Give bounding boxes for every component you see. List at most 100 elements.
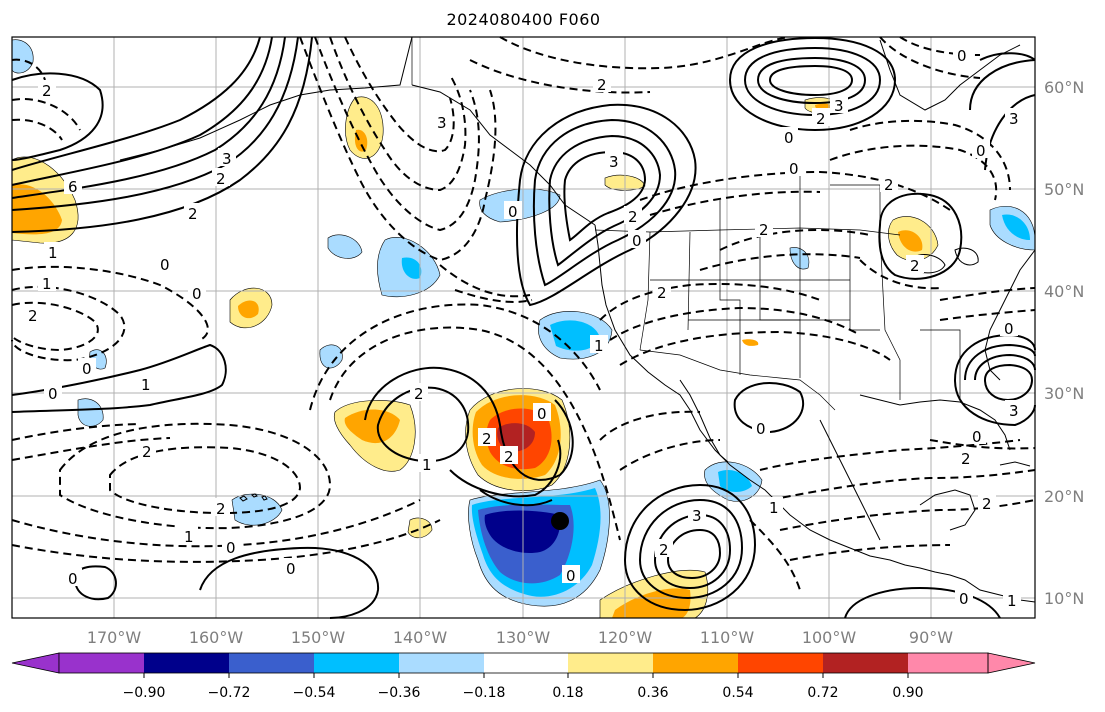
- contour-label: 1: [422, 456, 432, 474]
- colorbar: −0.90 −0.72 −0.54 −0.36 −0.18 0.18 0.36 …: [11, 652, 1036, 701]
- contour-label: 1: [48, 244, 58, 262]
- lon-tick-label: 130°W: [496, 628, 551, 647]
- contour-label: 0: [957, 47, 967, 65]
- contour-label: 3: [692, 507, 702, 525]
- contour-label: 1: [769, 499, 779, 517]
- contour-label: 2: [982, 495, 992, 513]
- contour-label: 6: [68, 178, 78, 196]
- contour-label: 0: [508, 203, 518, 221]
- contour-label: 1: [1007, 592, 1017, 610]
- colorbar-tick-label: 0.90: [892, 685, 923, 701]
- contour-label: 3: [222, 150, 232, 168]
- colorbar-tick-label: −0.36: [378, 685, 421, 701]
- contour-label: 3: [834, 97, 844, 115]
- contour-label: 1: [42, 275, 52, 293]
- contour-label: 0: [784, 129, 794, 147]
- contour-label: 2: [28, 307, 38, 325]
- contour-label: 1: [184, 528, 194, 546]
- contour-label: 2: [597, 76, 607, 94]
- contour-label: 2: [657, 284, 667, 302]
- lat-tick-label: 20°N: [1044, 487, 1084, 506]
- contour-label: 0: [1004, 320, 1014, 338]
- map-title: 2024080400 F060: [446, 10, 601, 29]
- colorbar-segment: [568, 653, 653, 673]
- lat-tick-labels: 60°N 50°N 40°N 30°N 20°N 10°N: [1044, 78, 1084, 608]
- lon-tick-label: 170°W: [87, 628, 142, 647]
- contour-label: 3: [1009, 110, 1019, 128]
- contour-label: 2: [216, 170, 226, 188]
- contour-label: 2: [910, 257, 920, 275]
- contour-label: 1: [141, 376, 151, 394]
- storm-center-dot: [551, 512, 569, 530]
- colorbar-tick-label: 0.36: [637, 685, 668, 701]
- lat-tick-label: 50°N: [1044, 180, 1084, 199]
- colorbar-segment: [399, 653, 484, 673]
- contour-label: 2: [961, 450, 971, 468]
- colorbar-extend-high: [987, 652, 1036, 674]
- contour-labels: 2 3 2 0 6 2 1 0 1 2 0 1 2 1 0 0 1 2 2 0 …: [24, 45, 1023, 610]
- contour-label: 0: [789, 160, 799, 178]
- contour-label: 0: [632, 232, 642, 250]
- contour-label: 0: [566, 567, 576, 585]
- contours-negative: [11, 36, 1036, 591]
- map-frame: [11, 36, 1036, 619]
- contour-label: 0: [226, 539, 236, 557]
- shaded-anomalies: [11, 39, 1036, 619]
- colorbar-segment: [229, 653, 314, 673]
- lat-tick-label: 10°N: [1044, 589, 1084, 608]
- contour-label: 0: [972, 428, 982, 446]
- contour-label: 0: [48, 385, 58, 403]
- contour-label: 2: [659, 541, 669, 559]
- contour-label: 2: [504, 448, 514, 466]
- lat-tick-label: 30°N: [1044, 384, 1084, 403]
- colorbar-segment: [738, 653, 823, 673]
- contour-label: 3: [1009, 402, 1019, 420]
- colorbar-segment: [59, 653, 144, 673]
- contour-label: 2: [759, 221, 769, 239]
- colorbar-tick-label: −0.72: [208, 685, 251, 701]
- lon-tick-label: 120°W: [598, 628, 653, 647]
- contour-label: 2: [414, 385, 424, 403]
- contour-label: 2: [628, 208, 638, 226]
- contour-label: 2: [42, 82, 52, 100]
- contour-label: 2: [142, 443, 152, 461]
- contour-label: 2: [216, 500, 226, 518]
- colorbar-tick-label: −0.54: [293, 685, 336, 701]
- lon-tick-label: 140°W: [393, 628, 448, 647]
- colorbar-segment: [908, 653, 988, 673]
- lon-tick-label: 90°W: [909, 628, 953, 647]
- colorbar-segment: [144, 653, 229, 673]
- colorbar-tick-label: 0.18: [552, 685, 583, 701]
- contour-label: 1: [594, 337, 604, 355]
- contour-label: 0: [756, 420, 766, 438]
- lat-tick-label: 40°N: [1044, 282, 1084, 301]
- lon-tick-label: 150°W: [291, 628, 346, 647]
- contour-label: 0: [286, 560, 296, 578]
- contour-label: 0: [959, 590, 969, 608]
- colorbar-segment: [653, 653, 738, 673]
- lon-tick-labels: 170°W 160°W 150°W 140°W 130°W 120°W 110°…: [87, 628, 953, 647]
- contour-label: 2: [188, 205, 198, 223]
- lon-tick-label: 160°W: [189, 628, 244, 647]
- lon-tick-label: 100°W: [802, 628, 857, 647]
- colorbar-tick-label: −0.90: [123, 685, 166, 701]
- lon-tick-label: 110°W: [700, 628, 755, 647]
- contour-label: 0: [160, 256, 170, 274]
- contour-label: 0: [192, 285, 202, 303]
- contour-label: 0: [68, 570, 78, 588]
- colorbar-segment: [314, 653, 399, 673]
- colorbar-segment: [484, 653, 568, 673]
- colorbar-tick-label: −0.18: [463, 685, 506, 701]
- contour-label: 0: [537, 405, 547, 423]
- coastlines: [119, 36, 1036, 603]
- lat-tick-label: 60°N: [1044, 78, 1084, 97]
- contour-label: 2: [884, 176, 894, 194]
- contour-label: 2: [482, 430, 492, 448]
- contour-label: 0: [976, 142, 986, 160]
- contour-label: 2: [816, 110, 826, 128]
- contour-label: 3: [437, 114, 447, 132]
- colorbar-segment: [823, 653, 908, 673]
- colorbar-tick-label: 0.54: [722, 685, 753, 701]
- colorbar-tick-label: 0.72: [807, 685, 838, 701]
